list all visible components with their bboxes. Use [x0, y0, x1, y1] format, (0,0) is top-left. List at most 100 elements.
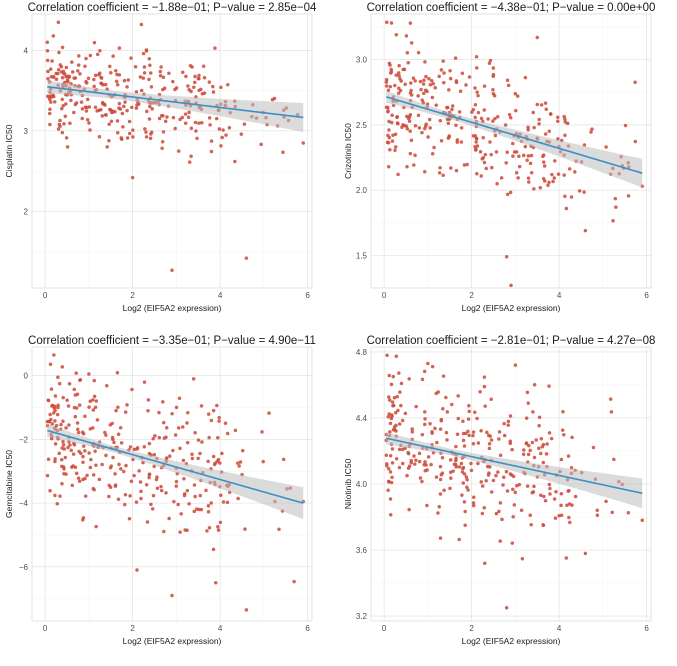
data-point — [547, 129, 551, 134]
data-point — [186, 115, 191, 119]
data-point — [115, 82, 120, 87]
x-tick-label: 2 — [469, 291, 474, 300]
data-point — [238, 460, 243, 464]
data-point — [190, 65, 194, 69]
data-point — [420, 432, 425, 437]
data-point — [412, 454, 416, 458]
data-point — [439, 138, 444, 143]
data-point — [614, 205, 618, 209]
plot-frame — [31, 13, 313, 289]
data-point — [523, 75, 528, 80]
data-point — [409, 138, 414, 143]
data-point — [176, 502, 180, 507]
data-point — [72, 76, 76, 80]
data-point — [193, 80, 197, 85]
data-point — [422, 422, 427, 427]
data-point — [539, 493, 543, 498]
x-tick-label: 4 — [218, 291, 223, 300]
data-point — [134, 90, 139, 94]
data-point — [459, 461, 464, 466]
data-point — [390, 113, 394, 118]
data-point — [217, 415, 221, 420]
data-point — [562, 114, 566, 119]
data-point — [539, 437, 544, 441]
data-point — [480, 511, 485, 516]
data-point — [390, 120, 394, 125]
data-point — [204, 488, 208, 493]
data-point — [87, 372, 91, 376]
data-point — [142, 444, 147, 449]
data-point — [396, 71, 401, 75]
data-point — [138, 75, 143, 79]
data-point — [193, 430, 197, 435]
data-point — [147, 472, 152, 476]
data-point — [563, 117, 567, 122]
data-point — [192, 483, 197, 487]
x-tick-label: 4 — [557, 624, 562, 633]
data-point — [142, 380, 147, 384]
y-tick-label: 4.4 — [356, 414, 368, 423]
data-point — [122, 78, 127, 83]
data-point — [211, 408, 216, 413]
data-point — [537, 446, 541, 451]
data-point — [115, 119, 120, 123]
data-point — [84, 81, 89, 85]
outlier-point — [52, 353, 56, 357]
data-point — [591, 445, 596, 450]
data-point — [552, 497, 557, 501]
data-point — [74, 371, 78, 375]
data-point — [554, 490, 558, 494]
data-point — [547, 482, 552, 487]
data-point — [171, 79, 175, 84]
y-tick-label: −6 — [19, 563, 29, 572]
data-point — [161, 130, 166, 134]
data-point — [185, 440, 190, 445]
data-point — [386, 164, 391, 169]
data-point — [48, 412, 52, 417]
data-point — [107, 483, 111, 488]
data-point — [72, 387, 77, 392]
data-point — [429, 462, 433, 467]
data-point — [445, 410, 450, 414]
data-point — [417, 459, 422, 464]
data-point — [562, 173, 566, 177]
data-point — [88, 53, 93, 58]
data-point — [149, 71, 153, 75]
data-point — [521, 153, 526, 158]
data-point — [144, 482, 149, 487]
data-point — [539, 103, 544, 107]
data-point — [139, 88, 144, 93]
outlier-point — [509, 283, 513, 288]
data-point — [400, 125, 404, 129]
data-point — [81, 432, 86, 436]
data-point — [441, 374, 446, 378]
data-point — [532, 187, 536, 191]
regression-line — [47, 429, 304, 504]
data-point — [497, 509, 501, 514]
data-point — [56, 127, 61, 131]
data-point — [68, 121, 72, 126]
data-point — [80, 116, 84, 121]
data-point — [501, 483, 505, 487]
data-point — [209, 501, 213, 505]
data-point — [87, 451, 91, 455]
data-point — [545, 442, 549, 446]
data-point — [386, 488, 390, 493]
data-point — [463, 523, 467, 527]
regression-line — [47, 85, 304, 119]
data-point — [56, 71, 60, 76]
y-axis-label: Cisplatin IC50 — [4, 124, 14, 177]
outlier-point — [214, 581, 218, 585]
data-point — [393, 83, 397, 88]
x-axis-label: Log2 (EIF5A2 expression) — [123, 636, 222, 646]
data-point — [135, 103, 139, 107]
data-point — [479, 116, 484, 121]
data-point — [529, 153, 534, 158]
data-point — [435, 440, 439, 445]
data-point — [225, 500, 230, 505]
data-point — [396, 86, 401, 90]
data-point — [553, 159, 557, 163]
data-point — [88, 465, 93, 470]
data-point — [161, 87, 165, 92]
data-point — [529, 171, 534, 175]
